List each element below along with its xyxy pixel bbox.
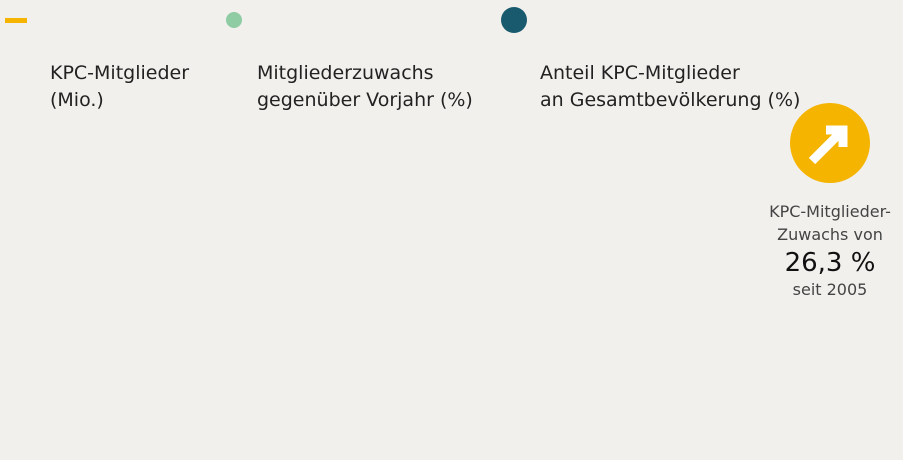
callout-value: 26,3 %: [784, 248, 876, 278]
legend-label: Mitgliederzuwachs gegenüber Vorjahr (%): [257, 62, 473, 111]
callout-text: KPC-Mitglieder- Zuwachs von: [769, 202, 891, 244]
legend-swatch: 01020304050607080Mio.01234 %'05'06'07'08…: [5, 18, 27, 23]
legend-swatch: [501, 7, 527, 33]
legend-label: KPC-Mitglieder (Mio.): [50, 62, 190, 111]
legend-swatch: [226, 12, 242, 28]
legend-entry: 01020304050607080Mio.01234 %'05'06'07'08…: [5, 6, 190, 114]
callout-arrow: [808, 125, 848, 165]
legend-entry: Anteil KPC-Mitglieder an Gesamtbevölkeru…: [501, 6, 801, 114]
legend-entry: Mitgliederzuwachs gegenüber Vorjahr (%): [226, 6, 473, 114]
callout: KPC-Mitglieder- Zuwachs von 26,3 % seit …: [760, 200, 900, 299]
legend-label: Anteil KPC-Mitglieder an Gesamtbevölkeru…: [540, 62, 801, 111]
callout-note: seit 2005: [792, 280, 868, 299]
